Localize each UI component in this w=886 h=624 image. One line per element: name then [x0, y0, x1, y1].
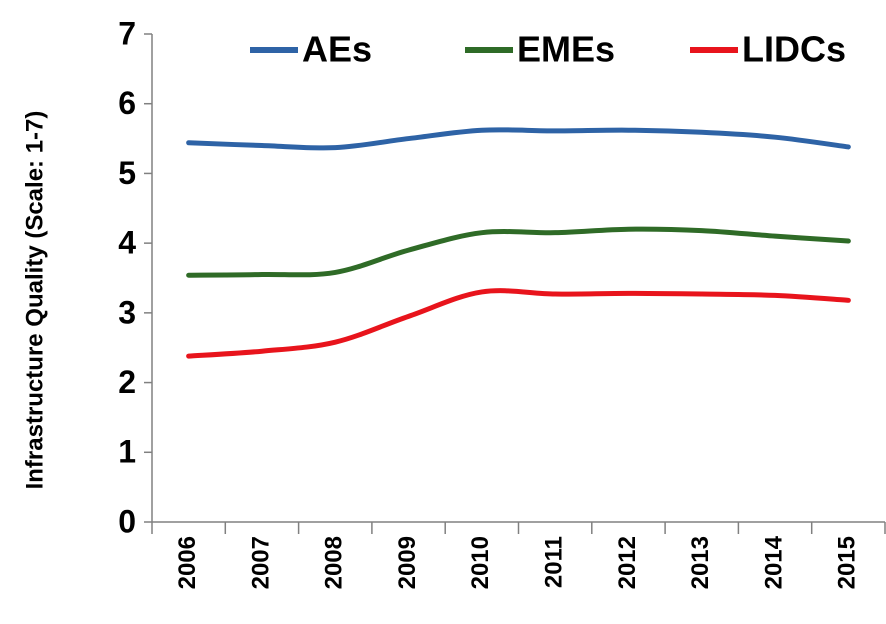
y-tick-label: 2: [118, 364, 136, 400]
y-tick-label: 1: [118, 434, 136, 470]
y-tick-label: 7: [118, 15, 136, 51]
y-tick-label: 0: [118, 503, 136, 539]
x-tick-label: 2015: [834, 536, 861, 589]
y-tick-label: 3: [118, 294, 136, 330]
y-tick-label: 4: [118, 225, 136, 261]
x-tick-label: 2008: [321, 536, 348, 589]
y-tick-label: 5: [118, 155, 136, 191]
x-tick-label: 2007: [247, 536, 274, 589]
line-series: [186, 127, 851, 151]
x-tick-label: 2006: [174, 536, 201, 589]
legend-label: LIDCs: [742, 29, 846, 70]
y-axis-label: Infrastructure Quality (Scale: 1-7): [21, 111, 48, 490]
x-tick-label: 2014: [760, 535, 787, 589]
x-tick-label: 2013: [687, 536, 714, 589]
x-tick-label: 2011: [540, 536, 567, 588]
legend-label: EMEs: [517, 29, 615, 70]
y-tick-label: 6: [118, 85, 136, 121]
legend-label: AEs: [302, 29, 372, 70]
line-series: [186, 288, 851, 359]
line-series: [186, 226, 851, 278]
x-tick-label: 2012: [614, 536, 641, 589]
x-tick-label: 2010: [467, 536, 494, 589]
x-tick-label: 2009: [394, 536, 421, 589]
